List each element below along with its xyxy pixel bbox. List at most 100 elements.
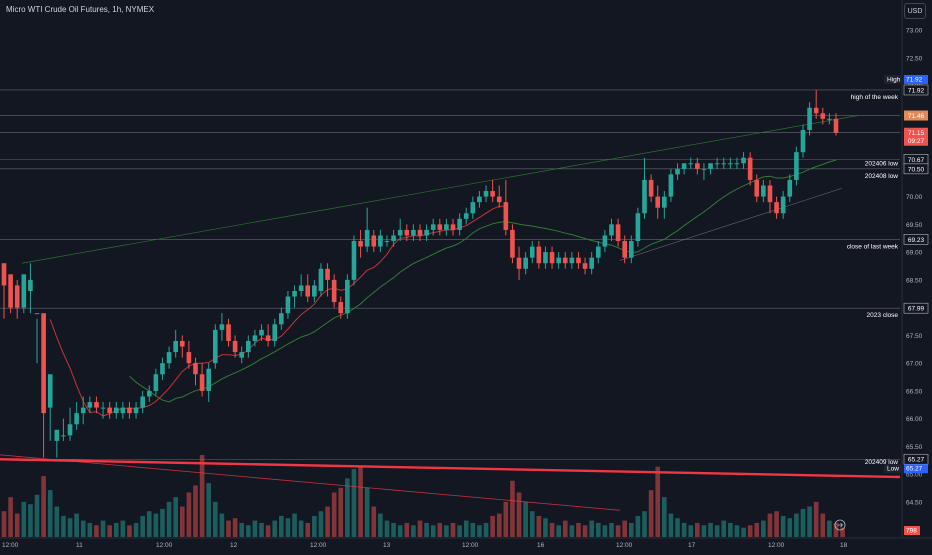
candle — [827, 113, 832, 125]
candle — [529, 241, 535, 264]
candle-body — [292, 290, 297, 297]
candle — [463, 207, 469, 225]
volume-bar — [391, 522, 396, 537]
y-tick-label: 65.00 — [906, 472, 923, 479]
candle — [662, 191, 667, 219]
candle-body — [457, 218, 462, 230]
candle-body — [364, 229, 370, 247]
volume-bar — [470, 522, 476, 537]
level-tag-67-99-text: 67.99 — [908, 306, 925, 313]
level-label: 2023 close — [867, 312, 899, 319]
candle — [378, 229, 383, 253]
current-price-box — [904, 127, 928, 146]
support-line-thick — [0, 458, 901, 479]
candle-body — [239, 352, 245, 358]
volume-bar — [582, 525, 588, 537]
low-tag-value: 65.27 — [906, 466, 923, 473]
candle-body — [127, 407, 132, 414]
candle-body — [787, 179, 793, 197]
candle-body — [516, 257, 522, 269]
level-tag-70-67-text: 70.67 — [908, 157, 925, 164]
candle-body — [14, 285, 20, 308]
candle-body — [589, 257, 594, 269]
candle — [695, 157, 700, 175]
candle-body — [285, 296, 291, 314]
level-label: 202406 low — [865, 160, 899, 167]
candle-body — [688, 163, 694, 165]
candle-body — [628, 241, 634, 258]
candle-body — [701, 168, 707, 170]
volume-bar — [199, 455, 205, 537]
candle-body — [391, 235, 396, 242]
moving-average-green — [129, 159, 837, 403]
volume-bar — [450, 522, 456, 537]
candle-body — [648, 179, 654, 197]
candle-body — [397, 229, 403, 236]
volume-bar — [807, 506, 812, 537]
candle — [94, 396, 99, 414]
volume-bar — [417, 520, 423, 537]
candle — [325, 263, 330, 297]
x-tick-label: 18 — [840, 542, 848, 549]
volume-bar — [246, 525, 251, 537]
candle — [510, 224, 515, 264]
candle-body — [21, 274, 27, 308]
level-tag-71-92: 71.92 — [903, 84, 929, 96]
x-tick-label: 17 — [688, 542, 696, 549]
candle — [28, 263, 33, 314]
volume-bar — [761, 520, 766, 537]
volume-bar — [212, 501, 218, 537]
candle — [576, 252, 581, 269]
volume-bar — [483, 522, 489, 537]
volume-bar — [510, 480, 515, 537]
candle — [87, 396, 93, 414]
candle-body — [34, 313, 40, 315]
candle — [761, 179, 766, 203]
candle — [437, 218, 443, 236]
candle-body — [305, 285, 311, 297]
volume-bar — [160, 508, 165, 537]
candle — [562, 252, 568, 269]
volume-bar — [364, 487, 370, 537]
candle-body — [113, 407, 119, 414]
volume-bar — [774, 511, 779, 537]
candle — [74, 402, 79, 430]
volume-bar — [272, 520, 278, 537]
candle-body — [470, 202, 476, 214]
volume-bar — [186, 492, 192, 537]
volume-bar — [21, 501, 27, 537]
candle — [173, 329, 178, 358]
candle — [127, 402, 132, 419]
candle — [80, 396, 86, 425]
candle-body — [833, 118, 839, 133]
candle-body — [728, 163, 733, 165]
candle-body — [761, 185, 766, 197]
volume-bar — [523, 501, 528, 537]
candle — [820, 107, 826, 125]
y-tick-label: 69.50 — [906, 222, 923, 229]
candle — [193, 357, 198, 386]
scroll-to-latest-button[interactable] — [834, 519, 846, 531]
candle-body — [549, 252, 555, 264]
candle — [681, 163, 687, 175]
candle-body — [510, 229, 515, 258]
volume-bar — [430, 525, 436, 537]
volume-bar — [556, 525, 561, 537]
volume-bar — [265, 525, 271, 537]
candle-body — [714, 163, 720, 165]
candle — [767, 179, 773, 214]
y-tick-label: 66.00 — [906, 416, 923, 423]
volume-bar — [747, 525, 753, 537]
candle — [536, 241, 542, 269]
volume-tag-value: 798 — [906, 528, 917, 535]
level-tag-67-99: 67.99 — [903, 302, 929, 314]
candle — [595, 241, 601, 264]
candle-body — [318, 268, 324, 291]
volume-bar — [41, 476, 46, 537]
candle-body — [496, 196, 502, 203]
candle-body — [411, 229, 416, 236]
candle-body — [94, 402, 99, 408]
volume-bar — [219, 513, 225, 537]
currency-button[interactable]: USD — [904, 3, 926, 19]
